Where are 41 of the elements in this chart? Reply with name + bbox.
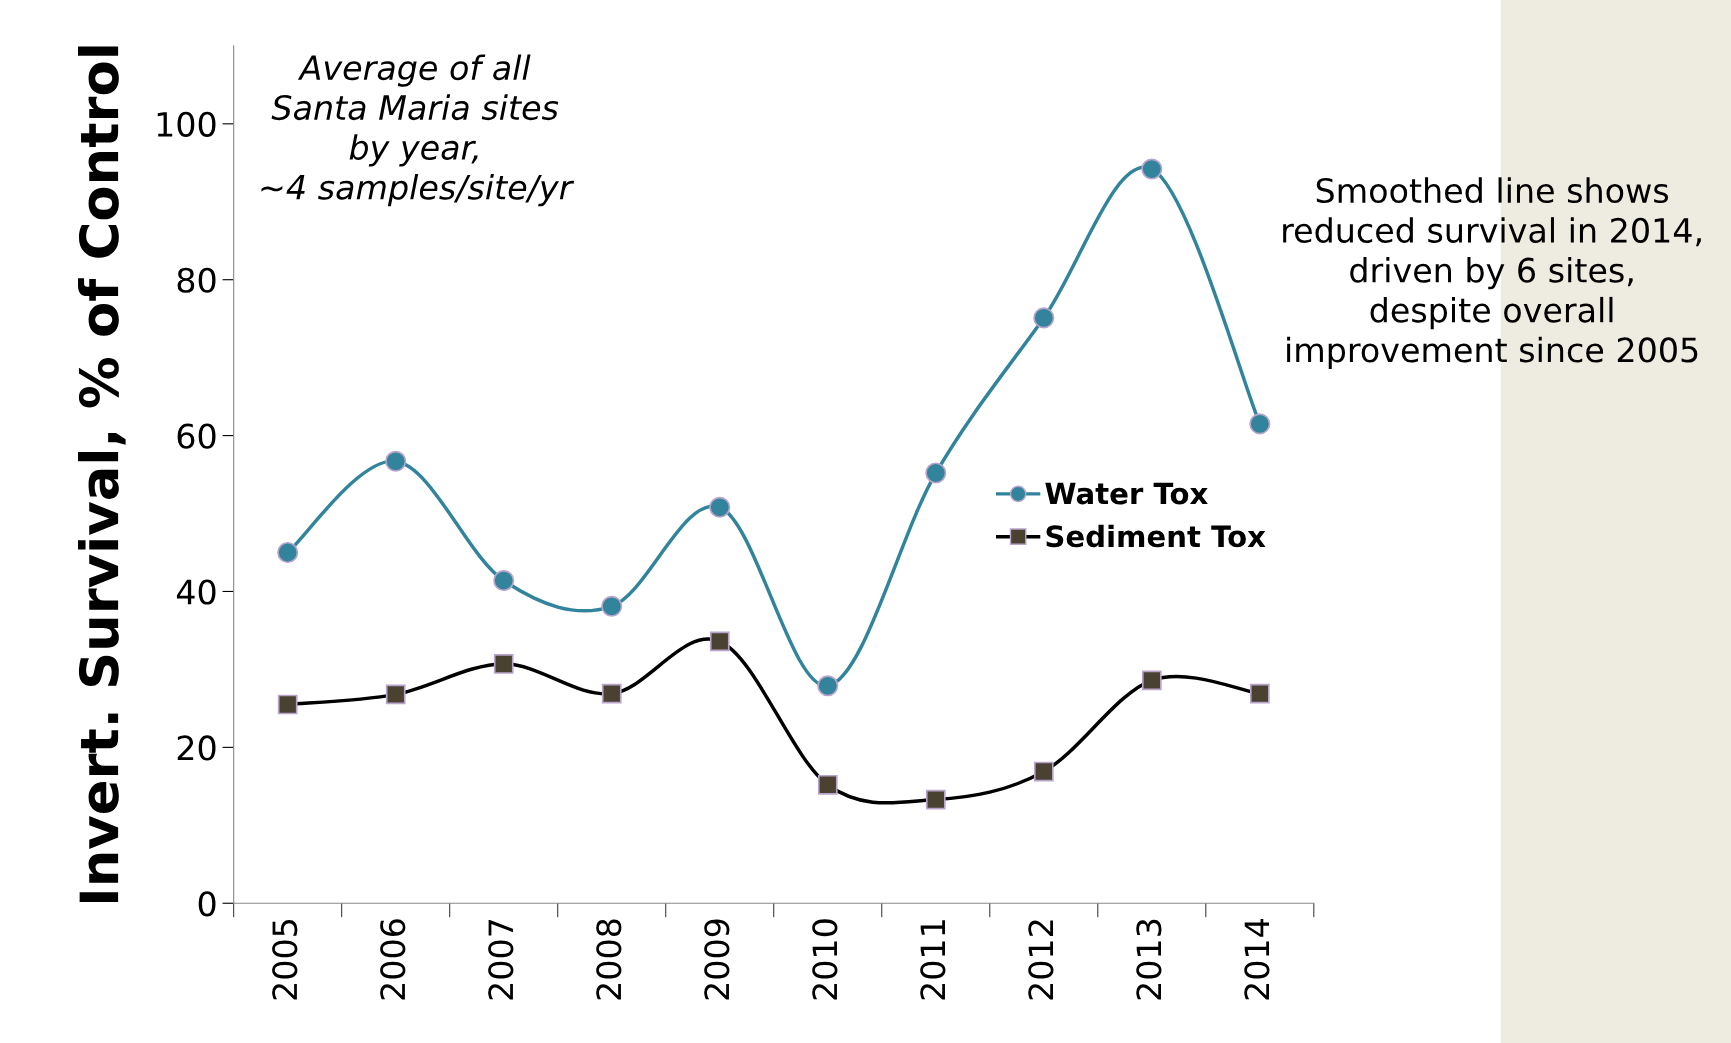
x-tick-label: 2006 — [380, 919, 406, 1000]
point — [709, 631, 730, 652]
point — [277, 541, 299, 564]
point — [817, 774, 838, 795]
annotation: Average of all Santa Maria sites by year, ~4 samples/site/yr — [261, 54, 575, 207]
point — [1033, 761, 1054, 782]
y-tick-label: 0 — [198, 891, 216, 917]
y-tick-label: 80 — [177, 267, 216, 293]
legend-label: Water Tox — [1045, 482, 1208, 505]
x-tick-label: 2013 — [1136, 919, 1162, 1000]
point — [925, 462, 947, 484]
annotation: Smoothed line shows reduced survival in 2014, driven by 6 sites, despite overall improvement since 2005 — [1283, 177, 1701, 370]
point — [1141, 670, 1162, 691]
point — [1249, 413, 1271, 435]
point — [493, 654, 514, 674]
x-tick-label: 2010 — [812, 919, 838, 1000]
point — [1141, 158, 1163, 180]
point — [601, 595, 623, 617]
x-tick-label: 2009 — [704, 919, 730, 1000]
y-tick-label: 100 — [157, 111, 216, 137]
point — [601, 683, 622, 704]
x-tick-label: 2014 — [1244, 919, 1270, 1000]
y-tick-label: 40 — [176, 579, 216, 605]
point — [709, 496, 731, 518]
point — [925, 789, 946, 810]
point — [1249, 683, 1270, 704]
x-tick-label: 2012 — [1028, 920, 1054, 1000]
y-axis-title: Invert. Survival, % of Control — [78, 46, 126, 903]
y-tick-label: 20 — [177, 735, 216, 761]
point — [493, 570, 515, 592]
point — [385, 684, 406, 705]
x-tick-label: 2007 — [488, 919, 514, 1000]
legend-label: Sediment Tox — [1046, 524, 1266, 548]
x-tick-label: 2005 — [272, 920, 298, 1000]
point — [385, 450, 407, 472]
point — [1033, 307, 1055, 329]
x-tick-label: 2008 — [596, 919, 622, 1000]
point — [277, 694, 298, 715]
y-tick-label: 60 — [177, 423, 216, 449]
x-tick-label: 2011 — [920, 920, 946, 1000]
point — [817, 675, 839, 697]
